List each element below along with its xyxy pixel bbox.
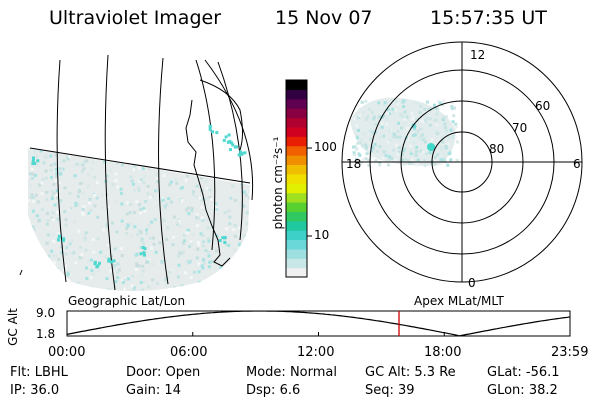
colorbar-segment (286, 117, 307, 128)
time-tick-2359: 23:59 (551, 345, 589, 360)
mlt-label-0: 0 (468, 276, 476, 290)
polar-grid (341, 41, 583, 283)
colorbar-segment (286, 220, 307, 231)
colorbar-segment (286, 155, 307, 166)
mlt-label-6: 6 (573, 157, 581, 171)
info-gc-alt: GC Alt: 5.3 Re (365, 365, 456, 380)
time-label: 15:57:35 UT (430, 7, 547, 29)
info-glat: GLat: -56.1 (487, 365, 560, 380)
colorbar-segment (286, 192, 307, 203)
info-seq: Seq: 39 (365, 383, 415, 398)
colorbar-segment (286, 173, 307, 184)
colorbar-segment (286, 267, 307, 278)
instrument-title: Ultraviolet Imager (49, 7, 222, 29)
altitude-plot (66, 310, 571, 337)
mlat-label-60: 60 (535, 99, 551, 113)
geographic-map (19, 54, 254, 291)
mlat-label-70: 70 (512, 121, 528, 135)
colorbar-segment (286, 258, 307, 269)
time-tick-0000: 00:00 (48, 345, 86, 360)
mlt-label-12: 12 (470, 48, 486, 62)
time-tick-0600: 06:00 (170, 345, 208, 360)
geographic-caption: Geographic Lat/Lon (68, 294, 186, 308)
colorbar-segment (286, 108, 307, 119)
info-door: Door: Open (126, 365, 201, 380)
alt-tick-9: 9.0 (36, 306, 56, 320)
auroral-image-polar (350, 97, 459, 167)
colorbar-tick-100: 100 (314, 140, 337, 154)
colorbar-segment (286, 230, 307, 241)
info-ip: IP: 36.0 (10, 383, 60, 398)
mlat-label-80: 80 (489, 142, 505, 156)
info-glon: GLon: 38.2 (487, 383, 558, 398)
colorbar-segment (286, 80, 307, 90)
gc-alt-axis-label: GC Alt (6, 308, 20, 346)
colorbar-segment (286, 239, 307, 250)
colorbar-segment (286, 164, 307, 175)
polar-plot (341, 41, 583, 283)
colorbar-tick-10: 10 (314, 228, 330, 242)
time-tick-1200: 12:00 (297, 345, 335, 360)
info-flt: Flt: LBHL (10, 365, 68, 380)
time-tick-1800: 18:00 (424, 345, 462, 360)
colorbar-segment (286, 183, 307, 194)
colorbar-unit-label: photon cm⁻²s⁻¹ (271, 136, 285, 230)
colorbar-segment (286, 98, 307, 109)
date-label: 15 Nov 07 (275, 7, 373, 29)
info-gain: Gain: 14 (126, 383, 181, 398)
alt-tick-1-8: 1.8 (36, 327, 56, 341)
colorbar-segment (286, 126, 307, 137)
coastline (185, 79, 243, 267)
info-mode: Mode: Normal (246, 365, 337, 380)
colorbar (285, 79, 312, 278)
colorbar-segment (286, 89, 307, 100)
auroral-image-left (28, 148, 250, 291)
mlt-label-18: 18 (346, 157, 362, 171)
apex-caption: Apex MLat/MLT (414, 294, 504, 308)
colorbar-segment (286, 145, 307, 156)
info-dsp: Dsp: 6.6 (246, 383, 301, 398)
colorbar-segment (286, 136, 307, 147)
colorbar-segment (286, 201, 307, 212)
colorbar-segment (286, 248, 307, 259)
colorbar-segment (286, 211, 307, 222)
